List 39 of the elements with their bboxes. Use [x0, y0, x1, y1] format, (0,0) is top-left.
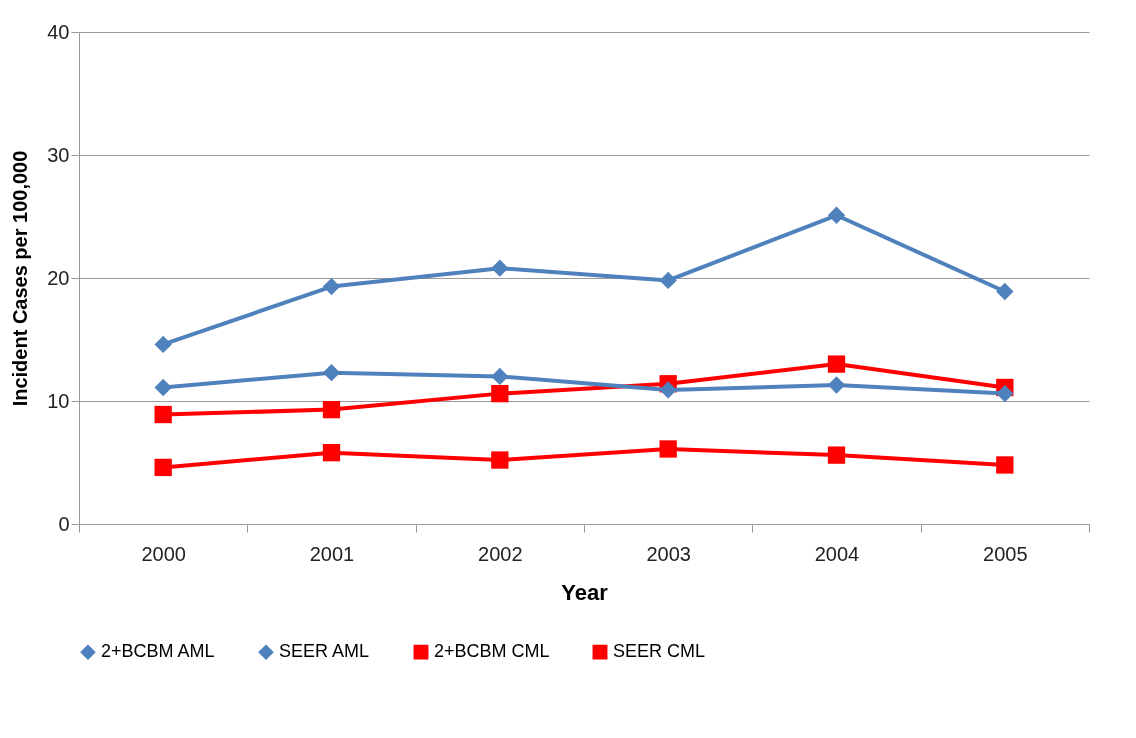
legend-label: SEER AML: [279, 641, 370, 662]
point: [659, 381, 677, 399]
point: [827, 376, 846, 394]
y-tick-label: 10: [47, 389, 70, 412]
y-axis-title: Incident Cases per 100,000: [9, 150, 32, 407]
x-tick-label: 2002: [478, 542, 523, 565]
x-tick-label: 2004: [814, 542, 860, 565]
x-tick-label: 2000: [141, 542, 186, 565]
point: [827, 446, 846, 464]
point: [491, 451, 509, 469]
point: [322, 364, 341, 382]
point: [659, 440, 677, 458]
point: [491, 259, 509, 277]
point: [154, 458, 172, 477]
point: [827, 355, 846, 373]
point: [154, 335, 172, 354]
y-tick-label: 40: [47, 20, 70, 43]
y-tick-label: 0: [58, 512, 70, 535]
point: [154, 378, 172, 397]
y-tick-label: 30: [47, 143, 70, 166]
point: [322, 400, 341, 419]
point: [659, 271, 677, 290]
x-axis-title: Year: [561, 579, 609, 605]
legend-label: 2+BCBM AML: [101, 641, 215, 662]
legend-label: SEER CML: [613, 641, 706, 662]
point: [996, 384, 1014, 403]
point: [996, 282, 1014, 301]
point: [996, 456, 1014, 474]
point: [322, 444, 341, 462]
point: [491, 384, 509, 403]
point: [322, 277, 341, 296]
x-tick-label: 2005: [983, 542, 1028, 565]
point: [827, 206, 846, 224]
y-tick-label: 20: [47, 266, 70, 289]
x-tick-label: 2001: [309, 542, 355, 565]
legend-label: 2+BCBM CML: [434, 641, 550, 662]
point: [491, 367, 509, 386]
x-tick-label: 2003: [646, 542, 691, 565]
point: [154, 405, 172, 424]
